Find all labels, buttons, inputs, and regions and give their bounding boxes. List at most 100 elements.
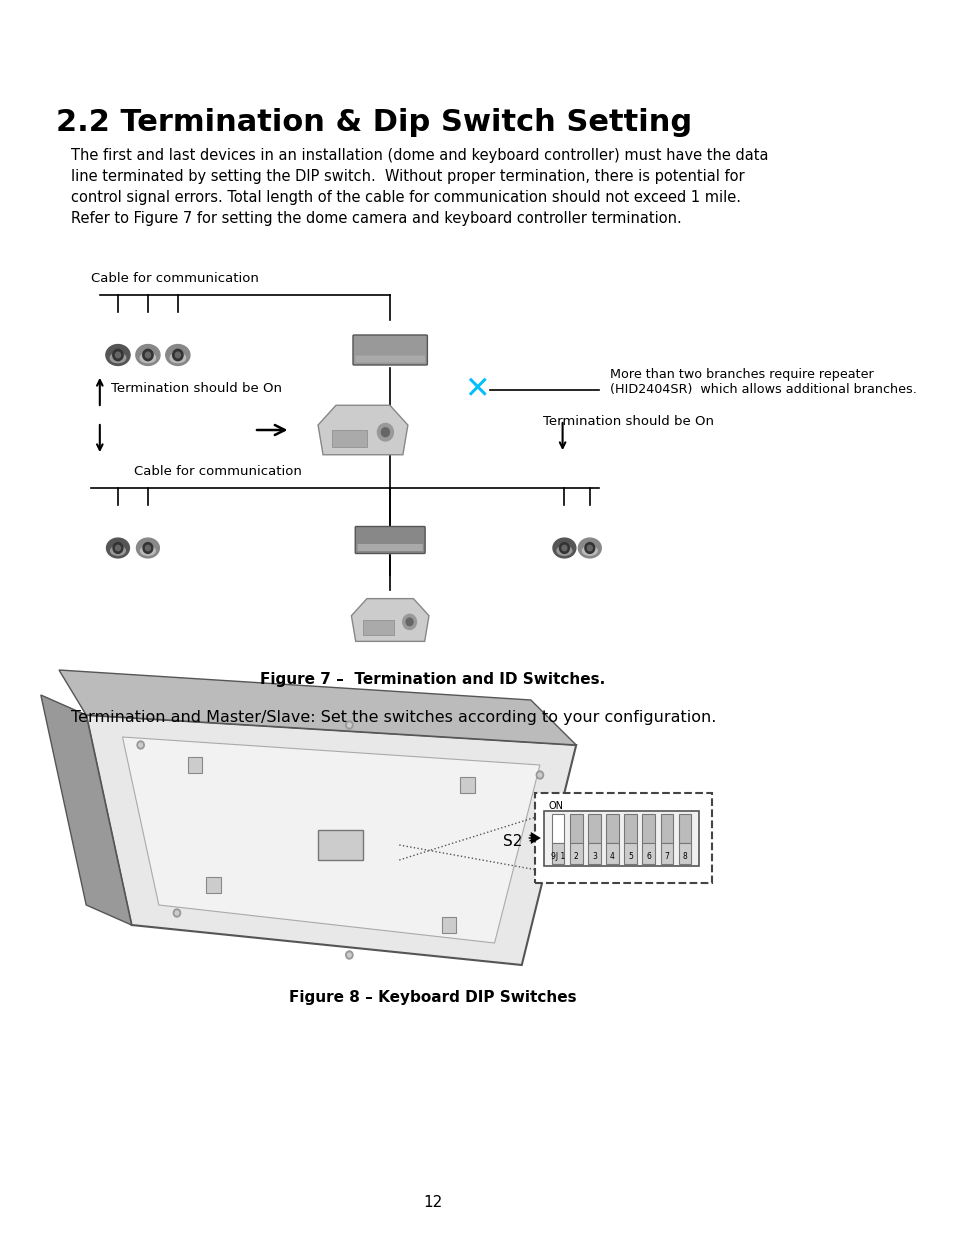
Ellipse shape bbox=[140, 353, 155, 363]
Bar bbox=[587, 814, 600, 844]
Circle shape bbox=[406, 618, 413, 626]
Bar bbox=[544, 811, 698, 866]
Bar bbox=[587, 844, 600, 864]
Circle shape bbox=[381, 427, 389, 437]
Bar bbox=[605, 844, 618, 864]
Polygon shape bbox=[351, 599, 429, 641]
Ellipse shape bbox=[111, 353, 126, 363]
Text: 12: 12 bbox=[423, 1195, 442, 1210]
Text: 2.2 Termination & Dip Switch Setting: 2.2 Termination & Dip Switch Setting bbox=[56, 107, 692, 137]
Text: 8: 8 bbox=[682, 852, 687, 861]
Bar bbox=[641, 844, 655, 864]
Ellipse shape bbox=[140, 546, 155, 556]
Circle shape bbox=[113, 542, 123, 553]
Circle shape bbox=[172, 350, 183, 361]
Text: Termination and Master/Slave: Set the switches according to your configuration.: Termination and Master/Slave: Set the sw… bbox=[71, 710, 716, 725]
Bar bbox=[569, 814, 582, 844]
Bar bbox=[332, 430, 367, 447]
Circle shape bbox=[345, 951, 353, 960]
Polygon shape bbox=[59, 671, 576, 745]
Text: Figure 7 –  Termination and ID Switches.: Figure 7 – Termination and ID Switches. bbox=[260, 672, 605, 687]
Circle shape bbox=[139, 743, 142, 747]
Text: ON: ON bbox=[548, 802, 562, 811]
Circle shape bbox=[115, 546, 120, 551]
Text: Figure 8 – Keyboard DIP Switches: Figure 8 – Keyboard DIP Switches bbox=[289, 990, 576, 1005]
Polygon shape bbox=[317, 405, 408, 454]
Ellipse shape bbox=[111, 546, 125, 556]
Circle shape bbox=[173, 909, 180, 918]
Circle shape bbox=[143, 542, 152, 553]
Text: Cable for communication: Cable for communication bbox=[133, 466, 301, 478]
Circle shape bbox=[345, 721, 353, 729]
Bar bbox=[441, 918, 456, 932]
Ellipse shape bbox=[136, 538, 159, 558]
Polygon shape bbox=[122, 737, 539, 944]
Ellipse shape bbox=[170, 353, 186, 363]
Bar bbox=[459, 777, 474, 793]
Ellipse shape bbox=[106, 345, 130, 366]
Bar bbox=[623, 814, 637, 844]
Bar bbox=[678, 814, 691, 844]
Ellipse shape bbox=[166, 345, 190, 366]
FancyBboxPatch shape bbox=[353, 335, 427, 366]
Circle shape bbox=[112, 350, 123, 361]
Circle shape bbox=[536, 771, 543, 779]
Text: Cable for communication: Cable for communication bbox=[91, 272, 259, 285]
Bar bbox=[569, 844, 582, 864]
Circle shape bbox=[584, 542, 594, 553]
Circle shape bbox=[145, 546, 151, 551]
Text: 5: 5 bbox=[628, 852, 633, 861]
Bar bbox=[206, 877, 220, 893]
Ellipse shape bbox=[582, 546, 597, 556]
Circle shape bbox=[175, 352, 180, 358]
Circle shape bbox=[115, 352, 120, 358]
Text: 4: 4 bbox=[609, 852, 615, 861]
Ellipse shape bbox=[557, 546, 571, 556]
Polygon shape bbox=[530, 832, 540, 844]
Circle shape bbox=[377, 424, 393, 441]
Text: 6: 6 bbox=[646, 852, 651, 861]
Bar bbox=[551, 844, 564, 864]
Circle shape bbox=[175, 911, 178, 915]
Text: More than two branches require repeater
(HID2404SR)  which allows additional bra: More than two branches require repeater … bbox=[609, 368, 916, 396]
Circle shape bbox=[561, 546, 566, 551]
Polygon shape bbox=[41, 695, 132, 925]
Circle shape bbox=[137, 741, 144, 748]
Text: S2: S2 bbox=[503, 835, 522, 850]
Circle shape bbox=[347, 953, 351, 957]
Bar bbox=[641, 814, 655, 844]
Bar bbox=[605, 814, 618, 844]
Text: ✕: ✕ bbox=[463, 375, 489, 405]
Bar bbox=[188, 757, 202, 773]
Bar bbox=[363, 620, 394, 635]
Bar bbox=[551, 814, 564, 844]
Bar bbox=[678, 844, 691, 864]
Text: 3: 3 bbox=[591, 852, 597, 861]
Bar bbox=[317, 830, 362, 860]
Text: Termination should be On: Termination should be On bbox=[111, 382, 281, 394]
Ellipse shape bbox=[107, 538, 130, 558]
Bar bbox=[659, 814, 673, 844]
Circle shape bbox=[143, 350, 152, 361]
Ellipse shape bbox=[578, 538, 600, 558]
Ellipse shape bbox=[135, 345, 160, 366]
Text: Termination should be On: Termination should be On bbox=[542, 415, 713, 429]
Circle shape bbox=[402, 614, 416, 630]
Circle shape bbox=[347, 722, 351, 727]
Circle shape bbox=[587, 546, 592, 551]
Text: 9J 1: 9J 1 bbox=[551, 852, 564, 861]
FancyBboxPatch shape bbox=[357, 543, 422, 551]
Bar bbox=[623, 844, 637, 864]
Circle shape bbox=[558, 542, 569, 553]
Ellipse shape bbox=[553, 538, 576, 558]
Circle shape bbox=[145, 352, 151, 358]
Text: The first and last devices in an installation (dome and keyboard controller) mus: The first and last devices in an install… bbox=[71, 148, 767, 226]
Bar bbox=[535, 793, 712, 883]
Polygon shape bbox=[86, 715, 576, 965]
FancyBboxPatch shape bbox=[355, 526, 425, 553]
FancyBboxPatch shape bbox=[355, 356, 425, 363]
Bar bbox=[659, 844, 673, 864]
Circle shape bbox=[537, 773, 541, 777]
Text: 7: 7 bbox=[664, 852, 669, 861]
Text: 2: 2 bbox=[574, 852, 578, 861]
